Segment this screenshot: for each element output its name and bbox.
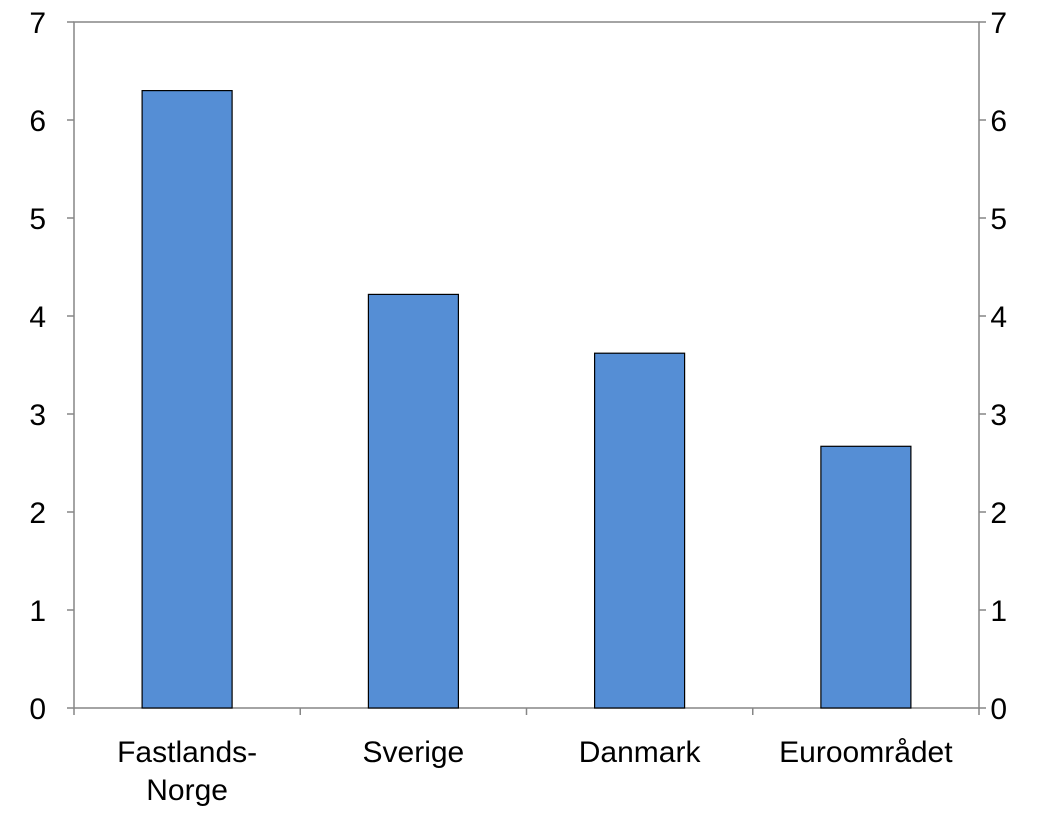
right-y-tick-label: 6: [990, 105, 1007, 138]
bar-2: [593, 352, 686, 709]
left-y-tick-label: 3: [29, 399, 46, 432]
left-y-tick-label: 0: [29, 693, 46, 726]
left-y-tick-label: 6: [29, 105, 46, 138]
left-y-tick-label: 1: [29, 595, 46, 628]
left-y-tick-label: 7: [29, 7, 46, 40]
x-category-label: Euroområdet: [779, 736, 953, 769]
bars-group: [141, 89, 912, 709]
x-axis: Fastlands-Norge Sverige Danmark Euroområdet: [73, 708, 980, 807]
right-y-tick-label: 7: [990, 7, 1007, 40]
bar-0: [141, 89, 233, 709]
left-y-tick-label: 5: [29, 203, 46, 236]
x-category-label: Fastlands-Norge: [117, 736, 257, 807]
bar-1: [367, 293, 459, 709]
x-category-label: Danmark: [579, 736, 702, 769]
right-y-tick-label: 5: [990, 203, 1007, 236]
right-y-tick-label: 0: [990, 693, 1007, 726]
bar-3: [820, 445, 912, 709]
right-y-tick-label: 4: [990, 301, 1007, 334]
right-y-tick-label: 3: [990, 399, 1007, 432]
left-y-tick-label: 2: [29, 497, 46, 530]
right-y-tick-label: 2: [990, 497, 1007, 530]
x-category-label: Sverige: [363, 736, 465, 769]
right-y-axis: 0 1 2 3 4 5 6 7: [979, 7, 1007, 726]
right-y-tick-label: 1: [990, 595, 1007, 628]
left-y-tick-label: 4: [29, 301, 46, 334]
left-y-axis: 0 1 2 3 4 5 6 7: [29, 7, 74, 726]
